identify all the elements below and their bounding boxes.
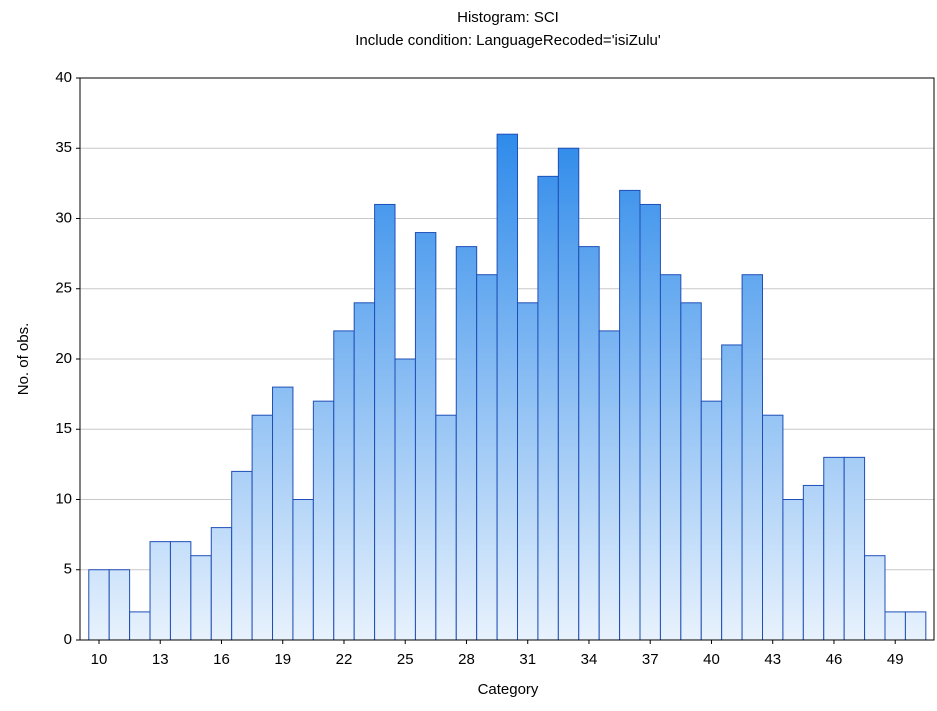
bar — [149, 541, 171, 641]
bar — [884, 611, 906, 641]
y-tick-label: 30 — [55, 209, 72, 226]
chart-title: Histogram: SCI — [457, 9, 559, 26]
bar — [333, 330, 355, 641]
x-tick-label: 37 — [642, 651, 659, 668]
bar — [374, 203, 396, 641]
x-tick-label: 49 — [887, 651, 904, 668]
bar — [169, 541, 192, 641]
y-tick-label: 35 — [55, 139, 72, 156]
x-tick-label: 19 — [274, 651, 291, 668]
y-tick-label: 10 — [55, 490, 72, 507]
bar — [353, 302, 376, 641]
bar — [619, 189, 641, 641]
x-tick-label: 25 — [397, 651, 414, 668]
x-tick-label: 10 — [91, 651, 108, 668]
bar — [394, 358, 416, 641]
x-tick-label: 16 — [213, 651, 230, 668]
bar — [782, 499, 804, 641]
bar — [680, 302, 702, 641]
bar — [823, 456, 845, 641]
bar — [272, 386, 294, 641]
bar — [251, 414, 274, 641]
x-tick-label: 46 — [826, 651, 843, 668]
bar — [414, 232, 437, 641]
bar — [598, 330, 621, 641]
y-tick-label: 25 — [55, 280, 72, 297]
bar — [190, 555, 212, 641]
bar — [435, 414, 457, 641]
bar — [210, 527, 233, 641]
x-tick-label: 13 — [152, 651, 169, 668]
chart-subtitle: Include condition: LanguageRecoded='isiZ… — [355, 32, 661, 49]
bar — [843, 456, 866, 641]
bar — [455, 246, 478, 641]
x-tick-label: 28 — [458, 651, 475, 668]
bar — [231, 470, 253, 641]
y-tick-label: 15 — [55, 420, 72, 437]
y-tick-label: 40 — [55, 69, 72, 86]
bar — [517, 302, 539, 641]
x-tick-label: 43 — [764, 651, 781, 668]
x-tick-label: 40 — [703, 651, 720, 668]
bar — [312, 400, 335, 641]
bar — [537, 175, 559, 641]
y-axis-label: No. of obs. — [15, 323, 32, 396]
bar — [802, 484, 825, 641]
bar — [904, 611, 927, 641]
y-tick-label: 5 — [64, 561, 72, 578]
bar — [578, 246, 600, 641]
bar — [108, 569, 131, 641]
x-tick-label: 31 — [519, 651, 536, 668]
x-tick-label: 34 — [581, 651, 598, 668]
bar — [659, 274, 682, 641]
x-tick-label: 22 — [336, 651, 353, 668]
bar — [557, 147, 580, 641]
bar — [496, 133, 519, 641]
y-tick-label: 20 — [55, 350, 72, 367]
bar — [721, 344, 743, 641]
x-axis-label: Category — [478, 681, 539, 698]
plot-frame — [79, 77, 935, 641]
bar — [700, 400, 723, 641]
y-tick-label: 0 — [64, 631, 72, 648]
bar — [639, 203, 661, 641]
bar — [762, 414, 784, 641]
bar — [129, 611, 151, 641]
bar — [88, 569, 110, 641]
bar — [476, 274, 498, 641]
bar — [864, 555, 886, 641]
bar — [292, 499, 314, 641]
bar — [741, 274, 764, 641]
